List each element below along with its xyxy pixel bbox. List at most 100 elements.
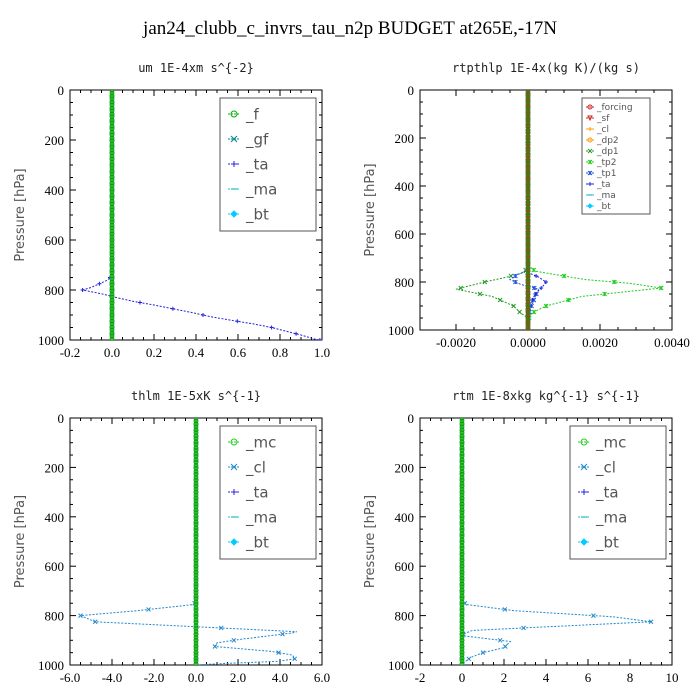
series-point-highlight xyxy=(459,427,465,433)
series-point-highlight xyxy=(525,116,531,122)
legend-entry-bt: _bt xyxy=(596,202,611,212)
series-point-highlight xyxy=(525,162,531,168)
series-point-highlight xyxy=(525,176,531,182)
series-point-highlight xyxy=(525,292,531,297)
legend-entry-bt: _bt xyxy=(245,533,269,552)
series-point-highlight xyxy=(109,288,115,294)
y-tick-label: 200 xyxy=(45,460,65,475)
series-point-highlight xyxy=(459,510,465,516)
series-point-highlight xyxy=(109,285,115,291)
series-point-ta xyxy=(201,313,205,317)
series-point-highlight xyxy=(459,442,465,448)
series-point-highlight xyxy=(459,637,465,643)
x-tick-label: -4.0 xyxy=(102,670,123,685)
series-point-cl xyxy=(591,613,596,618)
series-point-highlight xyxy=(193,572,199,578)
series-point-highlight xyxy=(109,174,115,180)
series-point-highlight xyxy=(525,191,531,197)
series-point-ta xyxy=(533,292,538,296)
panel-title: rtm 1E-8xkg kg^{-1} s^{-1} xyxy=(452,389,640,403)
y-tick-label: 600 xyxy=(45,559,65,574)
x-tick-label: 0.0 xyxy=(104,345,120,360)
series-point-tp1 xyxy=(513,273,518,279)
series-point-highlight xyxy=(193,489,199,495)
series-point-dp1 xyxy=(477,291,483,297)
series-point-highlight xyxy=(193,614,199,619)
x-tick-label: 4 xyxy=(543,670,550,685)
series-point-highlight xyxy=(525,205,531,211)
y-tick-label: 400 xyxy=(45,183,65,198)
legend-marker xyxy=(587,170,593,176)
x-tick-label: 0.4 xyxy=(188,345,205,360)
series-point-highlight xyxy=(193,468,199,474)
series-point-highlight xyxy=(193,534,199,539)
series-point-highlight xyxy=(459,566,465,572)
series-point-highlight xyxy=(459,543,465,548)
series-point-highlight xyxy=(459,626,465,631)
x-tick-label: 8 xyxy=(627,670,634,685)
series-point-highlight xyxy=(109,153,115,159)
y-tick-label: 1000 xyxy=(38,333,64,348)
series-point-highlight xyxy=(525,113,531,119)
series-point-highlight xyxy=(193,522,199,528)
series-point-highlight xyxy=(459,471,465,477)
series-point-highlight xyxy=(459,522,465,528)
legend-entry-ma: _ma xyxy=(595,508,627,527)
series-point-highlight xyxy=(525,148,531,153)
series-point-cl xyxy=(292,656,298,662)
panel-title: um 1E-4xm s^{-2} xyxy=(138,61,254,75)
legend-marker xyxy=(230,210,238,218)
series-point-highlight xyxy=(459,439,465,445)
series-point-ta xyxy=(138,300,142,305)
y-axis-label: Pressure [hPa] xyxy=(363,163,378,256)
series-point-highlight xyxy=(193,516,199,522)
series-point-highlight xyxy=(525,136,531,142)
series-point-highlight xyxy=(459,557,465,563)
series-point-dp1 xyxy=(508,273,514,279)
series-point-highlight xyxy=(109,276,115,282)
panel-4: rtm 1E-8xkg kg^{-1} s^{-1} Pressure [hPa]… xyxy=(363,389,679,685)
series-point-highlight xyxy=(459,457,465,462)
series-point-highlight xyxy=(109,270,115,276)
series-point-highlight xyxy=(525,245,531,251)
series-point-cl xyxy=(280,631,285,637)
series-group xyxy=(78,418,298,665)
series-point-highlight xyxy=(525,217,531,223)
series-point-highlight xyxy=(525,110,531,116)
series-point-highlight xyxy=(525,173,531,179)
y-tick-label: 600 xyxy=(395,559,415,574)
series-point-highlight xyxy=(525,251,531,257)
series-point-highlight xyxy=(459,504,465,510)
series-line-ta xyxy=(82,90,320,340)
y-tick-label: 800 xyxy=(395,275,415,290)
legend-entry-forcing: _forcing xyxy=(596,103,633,113)
series-point-highlight xyxy=(459,534,465,539)
y-tick-label: 1000 xyxy=(388,323,414,338)
series-point-highlight xyxy=(459,468,465,474)
series-point-highlight xyxy=(109,306,115,312)
series-point-highlight xyxy=(459,540,465,545)
series-point-highlight xyxy=(193,457,199,462)
series-point-highlight xyxy=(459,631,465,637)
series-point-highlight xyxy=(525,220,531,225)
panel-title: thlm 1E-5xK s^{-1} xyxy=(131,389,261,403)
series-point-highlight xyxy=(525,150,531,156)
series-point-highlight xyxy=(459,643,465,649)
series-point-highlight xyxy=(525,156,531,162)
series-point-highlight xyxy=(459,575,465,581)
series-point-highlight xyxy=(459,463,465,468)
series-point-highlight xyxy=(109,99,115,105)
series-point-highlight xyxy=(193,658,199,664)
series-point-highlight xyxy=(109,162,115,168)
y-tick-label: 200 xyxy=(45,133,65,148)
legend-marker xyxy=(587,104,593,110)
series-point-highlight xyxy=(193,551,199,557)
series-point-highlight xyxy=(193,546,199,551)
series-point-highlight xyxy=(459,581,465,587)
series-point-highlight xyxy=(109,225,115,231)
series-point-highlight xyxy=(459,424,465,430)
series-point-cl xyxy=(521,625,526,631)
series-point-highlight xyxy=(193,483,199,489)
series-point-highlight xyxy=(193,418,199,421)
